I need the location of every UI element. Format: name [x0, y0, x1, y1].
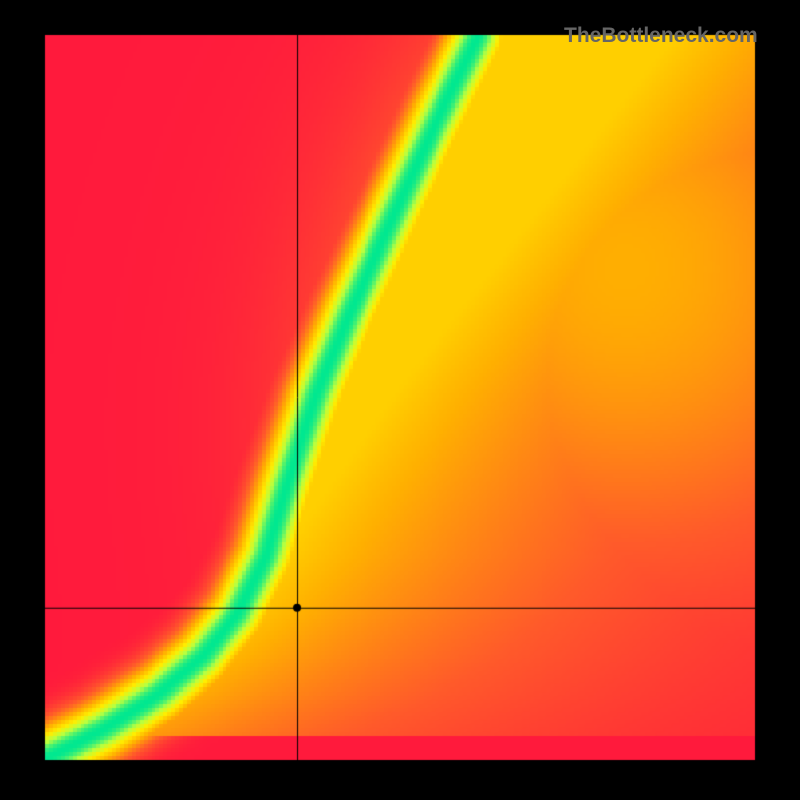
watermark-text: TheBottleneck.com: [564, 24, 758, 48]
bottleneck-heatmap: [0, 0, 800, 800]
